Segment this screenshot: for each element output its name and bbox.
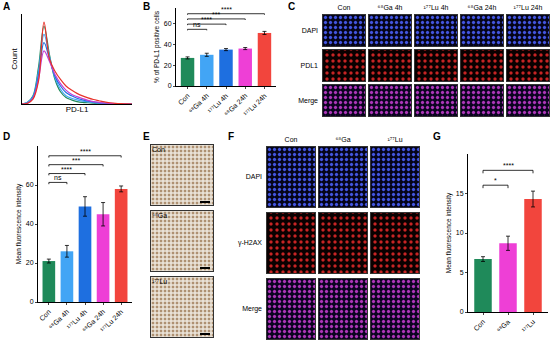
html-text:G: G (433, 131, 441, 142)
svg-text:60: 60 (26, 181, 34, 188)
svg-text:****: **** (221, 6, 232, 13)
svg-text:40: 40 (26, 220, 34, 227)
html-text:PDL1: PDL1 (300, 61, 318, 69)
html-text:⁶⁸Ga 4h: ⁶⁸Ga 4h (377, 4, 403, 11)
html-text:C: C (288, 1, 296, 12)
svg-text:Mean fluorescence intensity: Mean fluorescence intensity (15, 183, 23, 264)
html-text:Merge: Merge (298, 96, 318, 104)
svg-text:¹⁷⁷Lu 24h: ¹⁷⁷Lu 24h (242, 92, 267, 117)
html-text:D: D (3, 131, 11, 142)
html-text:¹⁷⁷Lu: ¹⁷⁷Lu (152, 278, 168, 285)
html-text:DAPI: DAPI (245, 173, 262, 180)
svg-text:0: 0 (168, 82, 172, 89)
svg-text:⁶⁸Ga 24h: ⁶⁸Ga 24h (223, 92, 248, 117)
svg-text:****: **** (503, 162, 514, 169)
html-text:Con: Con (284, 136, 298, 143)
svg-text:****: **** (201, 16, 212, 23)
svg-text:10: 10 (456, 229, 464, 236)
svg-text:***: *** (212, 11, 220, 18)
svg-text:15: 15 (456, 190, 464, 197)
html-text:¹⁷⁷Lu 4h: ¹⁷⁷Lu 4h (423, 4, 449, 11)
svg-text:⁶⁸Ga: ⁶⁸Ga (495, 318, 511, 334)
svg-text:Con: Con (472, 318, 486, 332)
svg-text:⁶⁸Ga 24h: ⁶⁸Ga 24h (81, 308, 106, 333)
html-text:¹⁷⁷Lu: ¹⁷⁷Lu (387, 136, 403, 143)
svg-text:ns: ns (54, 174, 62, 181)
svg-text:ns: ns (193, 21, 201, 28)
svg-text:60: 60 (164, 20, 172, 27)
html-text:F: F (228, 131, 235, 142)
html-text:Merge: Merge (242, 305, 262, 312)
svg-text:Count: Count (10, 48, 19, 70)
svg-text:¹⁷⁷Lu: ¹⁷⁷Lu (520, 318, 536, 334)
svg-text:***: *** (72, 157, 80, 164)
svg-text:¹⁷⁷Lu 4h: ¹⁷⁷Lu 4h (66, 308, 89, 331)
svg-text:¹⁷⁷Lu 24h: ¹⁷⁷Lu 24h (99, 308, 124, 333)
html-text:⁶⁸Ga: ⁶⁸Ga (335, 136, 351, 143)
html-text:⁶⁸Ga 24h: ⁶⁸Ga 24h (467, 4, 497, 11)
html-text:Con: Con (152, 146, 165, 153)
svg-text:40: 40 (164, 41, 172, 48)
html-text:DAPI: DAPI (301, 26, 318, 34)
svg-text:****: **** (80, 148, 91, 155)
svg-text:¹⁷⁷Lu 4h: ¹⁷⁷Lu 4h (207, 92, 230, 115)
svg-text:⁶⁸Ga 4h: ⁶⁸Ga 4h (48, 308, 71, 331)
svg-text:Mean fluorescence intensity: Mean fluorescence intensity (445, 192, 453, 273)
svg-text:PD-L1: PD-L1 (66, 105, 89, 114)
svg-text:⁶⁸Ga 4h: ⁶⁸Ga 4h (187, 92, 210, 115)
html-text:Con: Con (337, 4, 351, 11)
html-text:E: E (143, 131, 150, 142)
html-text:¹⁷⁷Lu 24h: ¹⁷⁷Lu 24h (513, 4, 543, 11)
svg-text:Con: Con (177, 92, 191, 106)
html-text:A: A (3, 1, 11, 12)
html-text:⁶⁸Ga: ⁶⁸Ga (152, 212, 168, 219)
html-text:γ-H2AX: γ-H2AX (237, 239, 262, 246)
svg-text:0: 0 (460, 308, 464, 315)
svg-text:*: * (494, 177, 497, 184)
svg-text:% of PD-L1 positive cells: % of PD-L1 positive cells (153, 10, 161, 83)
svg-text:20: 20 (26, 259, 34, 266)
svg-text:0: 0 (30, 298, 34, 305)
svg-text:****: **** (61, 166, 72, 173)
svg-text:Con: Con (38, 308, 52, 322)
html-text:B: B (143, 1, 151, 12)
svg-text:20: 20 (164, 62, 172, 69)
svg-text:5: 5 (460, 269, 464, 276)
